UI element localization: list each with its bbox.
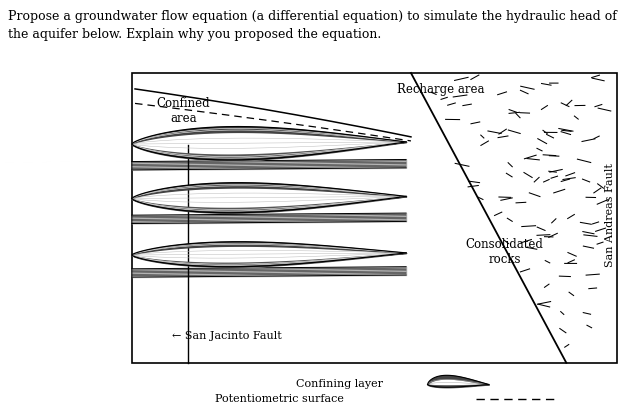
Text: Recharge area: Recharge area xyxy=(397,83,484,96)
Text: Confined
area: Confined area xyxy=(156,96,210,125)
Text: Propose a groundwater flow equation (a differential equation) to simulate the hy: Propose a groundwater flow equation (a d… xyxy=(8,10,617,41)
Text: San Andreas Fault: San Andreas Fault xyxy=(604,163,615,267)
Text: ← San Jacinto Fault: ← San Jacinto Fault xyxy=(172,331,282,341)
Text: Consolidated
rocks: Consolidated rocks xyxy=(466,238,544,266)
Text: Confining layer: Confining layer xyxy=(296,379,383,389)
Text: Potentiometric surface: Potentiometric surface xyxy=(215,394,344,404)
Bar xyxy=(132,73,617,363)
